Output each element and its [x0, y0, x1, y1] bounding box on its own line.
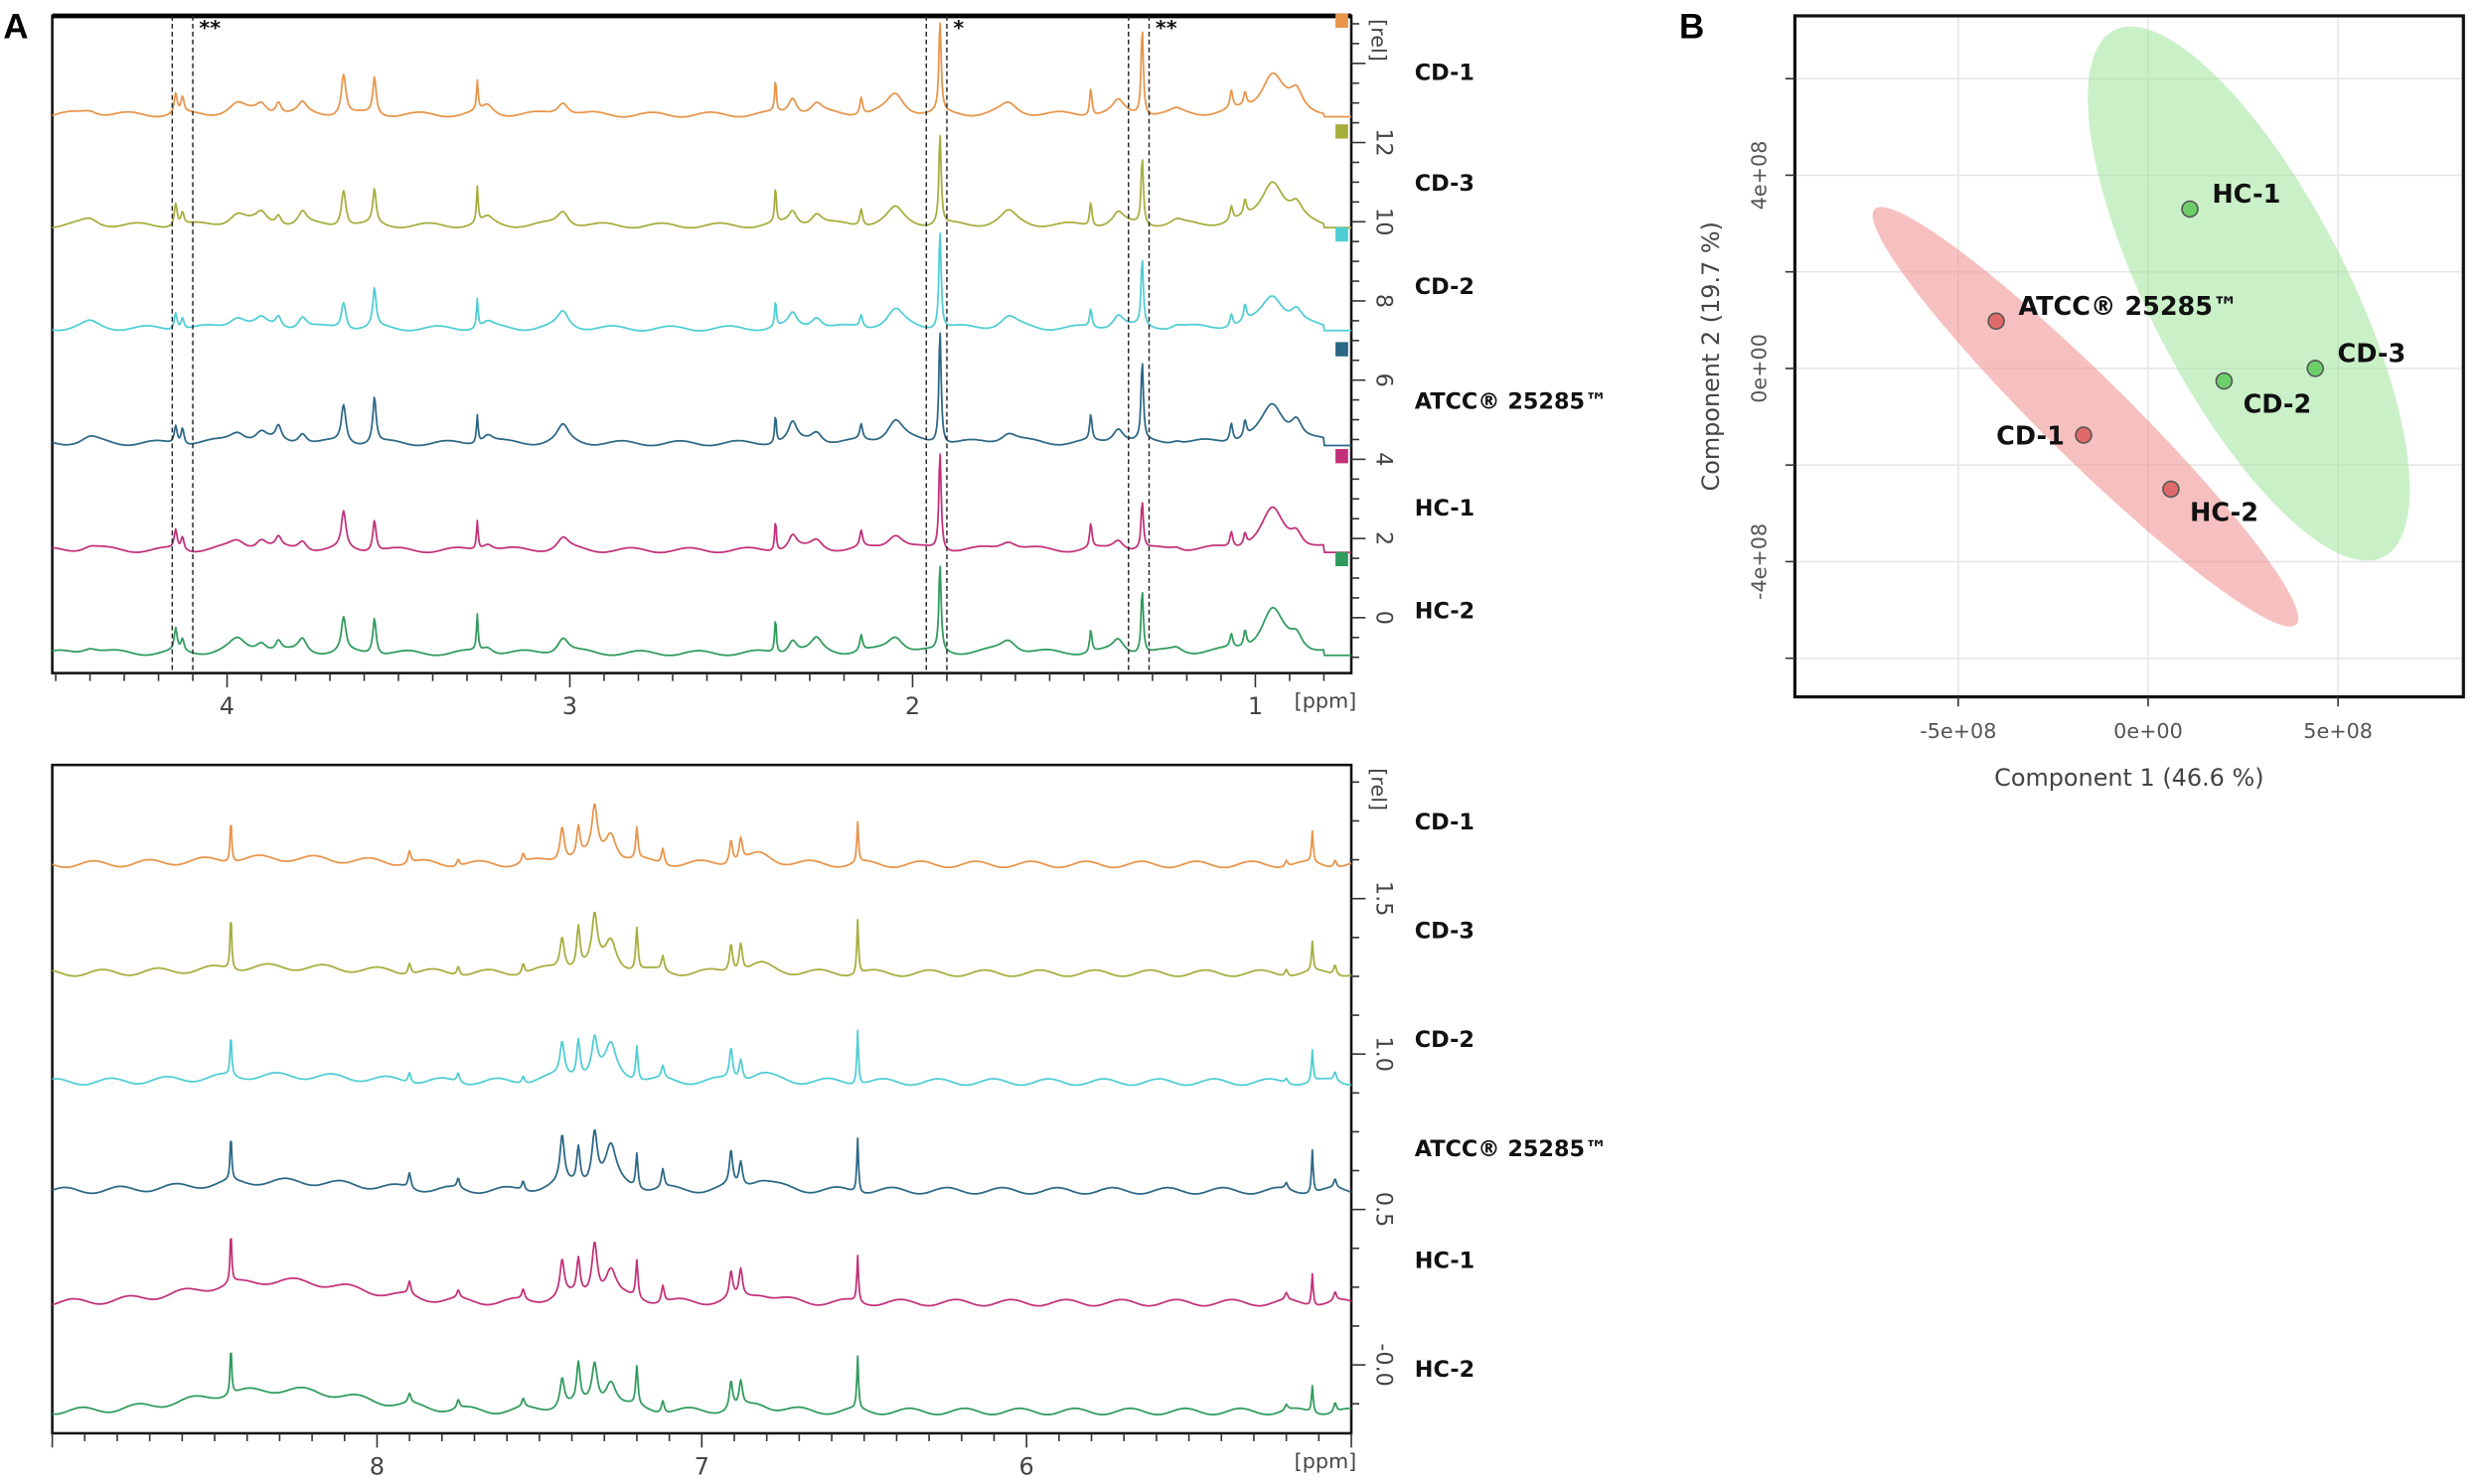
series-color-swatch	[1335, 226, 1348, 242]
series-label: ATCC® 25285™	[1415, 1136, 1608, 1162]
x-tick-label: 8	[370, 1452, 385, 1480]
y-axis-label: [rel]	[1367, 768, 1391, 811]
spectrum-trace	[52, 22, 1352, 118]
series-label: CD-2	[1415, 1027, 1475, 1053]
point-label: CD-1	[1996, 422, 2065, 452]
series-color-swatch	[1335, 124, 1348, 139]
x-tick-label: 3	[562, 692, 577, 720]
spectrum-trace	[52, 803, 1352, 869]
spectrum-trace	[52, 1238, 1352, 1307]
x-tick-label: 0e+00	[2113, 719, 2183, 743]
spectrum-trace	[52, 1352, 1352, 1416]
series-color-swatch	[1335, 449, 1348, 464]
y-tick-label: 4	[1371, 452, 1397, 466]
series-label: CD-1	[1415, 61, 1475, 86]
point-label: HC-2	[2190, 498, 2258, 527]
spectrum-trace	[52, 565, 1352, 657]
significance-marker: **	[199, 16, 221, 40]
spectrum-trace	[52, 453, 1352, 554]
x-tick-label: 5e+08	[2303, 719, 2373, 743]
spectrum-trace	[52, 1029, 1352, 1087]
y-tick-label: 2	[1371, 531, 1397, 545]
series-color-swatch	[1335, 13, 1348, 28]
plot-frame	[51, 763, 1353, 1435]
series-label: CD-3	[1415, 919, 1475, 945]
series-label: CD-1	[1415, 810, 1475, 835]
confidence-ellipse	[2088, 26, 2410, 561]
point-label: HC-1	[2212, 180, 2280, 210]
y-tick-label: 4e+08	[1748, 141, 1772, 211]
data-point	[1987, 312, 2005, 331]
spectrum-trace	[52, 1128, 1352, 1195]
y-tick-label: 0e+00	[1748, 334, 1772, 403]
significance-marker: *	[953, 16, 964, 40]
series-label: HC-2	[1415, 1357, 1475, 1383]
point-label: CD-2	[2244, 389, 2312, 419]
x-axis-label: [ppm]	[1295, 1449, 1357, 1473]
series-label: HC-1	[1415, 1248, 1475, 1273]
series-label: HC-1	[1415, 496, 1475, 521]
panel-a-aromatic-spectra: 8 7 6 [ppm] -0.0 0.5 1.0 1.5 [rel] CD-1 CD-3 CD-2 AT…	[51, 763, 1608, 1480]
x-tick-label: -5e+08	[1920, 719, 1996, 743]
series-label: HC-2	[1415, 599, 1475, 625]
series-label: CD-2	[1415, 274, 1475, 300]
y-axis-label: Component 2 (19.7 %)	[1697, 222, 1725, 491]
y-tick-label: -0.0	[1371, 1343, 1397, 1387]
spectrum-trace	[52, 134, 1352, 229]
data-point	[2215, 371, 2234, 390]
data-point	[2075, 426, 2093, 444]
y-tick-label: 1.5	[1371, 881, 1397, 916]
panel-label: A	[3, 7, 28, 46]
y-tick-label: 12	[1371, 128, 1397, 156]
spectrum-trace	[52, 231, 1352, 332]
x-axis-label: Component 1 (46.6 %)	[1994, 764, 2263, 792]
data-point	[2162, 480, 2180, 499]
series-label: CD-3	[1415, 171, 1475, 197]
y-axis-label: [rel]	[1367, 19, 1391, 62]
x-tick-label: 6	[1019, 1452, 1034, 1480]
y-tick-label: 8	[1371, 294, 1397, 308]
x-axis-label: [ppm]	[1295, 689, 1357, 713]
y-tick-label: 1.0	[1371, 1036, 1397, 1071]
spectrum-trace	[52, 332, 1352, 447]
series-color-swatch	[1335, 551, 1348, 567]
x-tick-label: 1	[1248, 692, 1263, 720]
data-point	[2306, 360, 2324, 377]
y-tick-label: 0	[1371, 611, 1397, 625]
panel-b-pca-scatter: B -5e+08 0e+00 5e+08 -4e+08 0e+00 4e+08 Compone…	[1679, 7, 2465, 792]
confidence-ellipse	[1872, 207, 2299, 627]
spectrum-trace	[52, 911, 1352, 977]
y-tick-label: 6	[1371, 373, 1397, 387]
x-tick-label: 2	[905, 692, 920, 720]
y-tick-label: 0.5	[1371, 1192, 1397, 1227]
y-tick-label: 10	[1371, 208, 1397, 235]
series-label: ATCC® 25285™	[1415, 388, 1608, 414]
point-label: CD-3	[2338, 340, 2406, 370]
data-point	[2181, 200, 2199, 219]
panel-label: B	[1679, 7, 1704, 46]
x-tick-label: 4	[220, 692, 234, 720]
series-color-swatch	[1335, 342, 1348, 357]
panel-a-aliphatic-spectra: 4 3 2 1 [ppm] 0 2 4 6 8 10 12 [rel] CD-1 CD-3 CD-2 ATCC®…	[3, 7, 1607, 720]
significance-marker: **	[1156, 16, 1177, 40]
plot-frame	[1792, 14, 2465, 699]
point-label: ATCC® 25285™	[2018, 292, 2238, 322]
x-tick-label: 7	[695, 1452, 709, 1480]
y-tick-label: -4e+08	[1748, 523, 1772, 600]
